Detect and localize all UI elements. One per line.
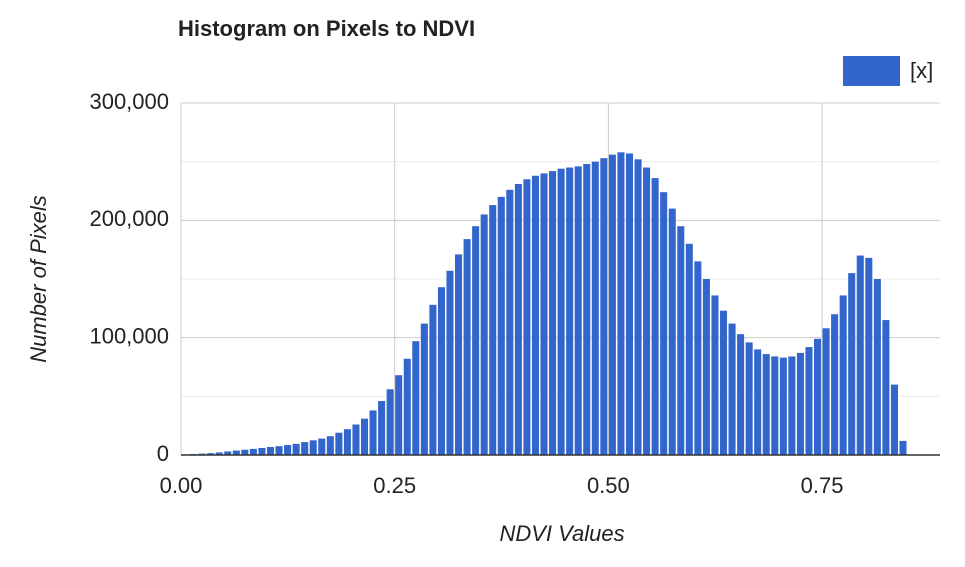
bar [437,287,445,455]
bar [455,254,463,455]
bar [651,178,659,456]
y-tick-label: 200,000 [89,206,169,231]
bar [882,320,890,455]
x-tick-label: 0.25 [373,473,416,498]
bar [660,192,668,455]
y-tick-label: 100,000 [89,323,169,348]
x-axis-label: NDVI Values [499,521,624,546]
bar [232,450,240,455]
bar [634,159,642,455]
bar [378,401,386,455]
bar [890,384,898,455]
bar [600,158,608,455]
chart-title: Histogram on Pixels to NDVI [178,16,475,41]
bar [480,214,488,455]
bar [873,279,881,455]
bar [625,153,634,455]
bar [309,440,317,455]
bar [215,452,223,455]
bar [839,295,847,455]
bar [292,443,300,455]
bar [266,447,275,455]
bar [412,341,420,455]
bar [574,166,582,456]
bar [284,445,292,455]
bar [668,208,676,455]
bar [506,189,514,455]
bar [429,304,437,455]
bar [608,154,616,456]
bar [420,323,428,455]
bar [275,446,283,455]
bar [745,342,753,455]
bar [711,295,719,455]
bar [591,161,599,455]
x-tick-label: 0.75 [801,473,844,498]
bar [865,257,873,455]
bar [249,448,257,455]
bar [540,173,548,455]
bar [446,270,454,455]
bar [531,175,539,455]
bar [788,356,796,455]
bar [224,451,232,455]
bar [719,310,728,455]
bar [856,255,864,455]
y-tick-label: 300,000 [89,89,169,114]
bar [805,347,813,455]
legend-swatch [843,56,900,86]
y-tick-label: 0 [157,441,169,466]
bar [796,352,804,455]
bar [583,164,591,455]
bar [386,389,394,455]
bar [241,449,249,455]
bar [771,356,779,455]
bar [557,168,565,455]
bar [514,183,522,455]
bar [754,349,762,455]
bar [728,323,736,455]
bar [779,357,787,455]
x-tick-label: 0.00 [160,473,203,498]
bar [566,167,574,456]
bar [395,375,403,455]
bar [497,196,505,455]
bar [694,261,702,455]
bar [523,179,531,455]
bar [326,436,334,455]
bar [463,239,471,455]
bar [549,171,557,455]
bar [335,432,343,455]
bar [360,418,369,455]
bar [472,226,480,455]
bar [258,447,266,455]
bar [403,358,411,455]
bar [762,354,770,455]
bar [643,167,651,456]
legend-label: [x] [910,58,933,83]
bar [814,338,822,455]
bar [899,440,907,455]
bar [848,273,856,455]
bar [737,334,745,455]
y-axis-label: Number of Pixels [26,195,51,363]
bar [831,314,839,455]
x-tick-label: 0.50 [587,473,630,498]
bar [489,205,497,455]
bar [207,453,215,455]
bar [822,328,830,455]
bar [677,226,685,455]
bar [318,438,326,455]
bar [301,442,309,455]
bar [685,243,693,455]
bar [369,410,377,455]
bar [702,279,710,455]
bar [352,424,360,455]
bar [343,429,351,455]
bar [617,152,625,455]
